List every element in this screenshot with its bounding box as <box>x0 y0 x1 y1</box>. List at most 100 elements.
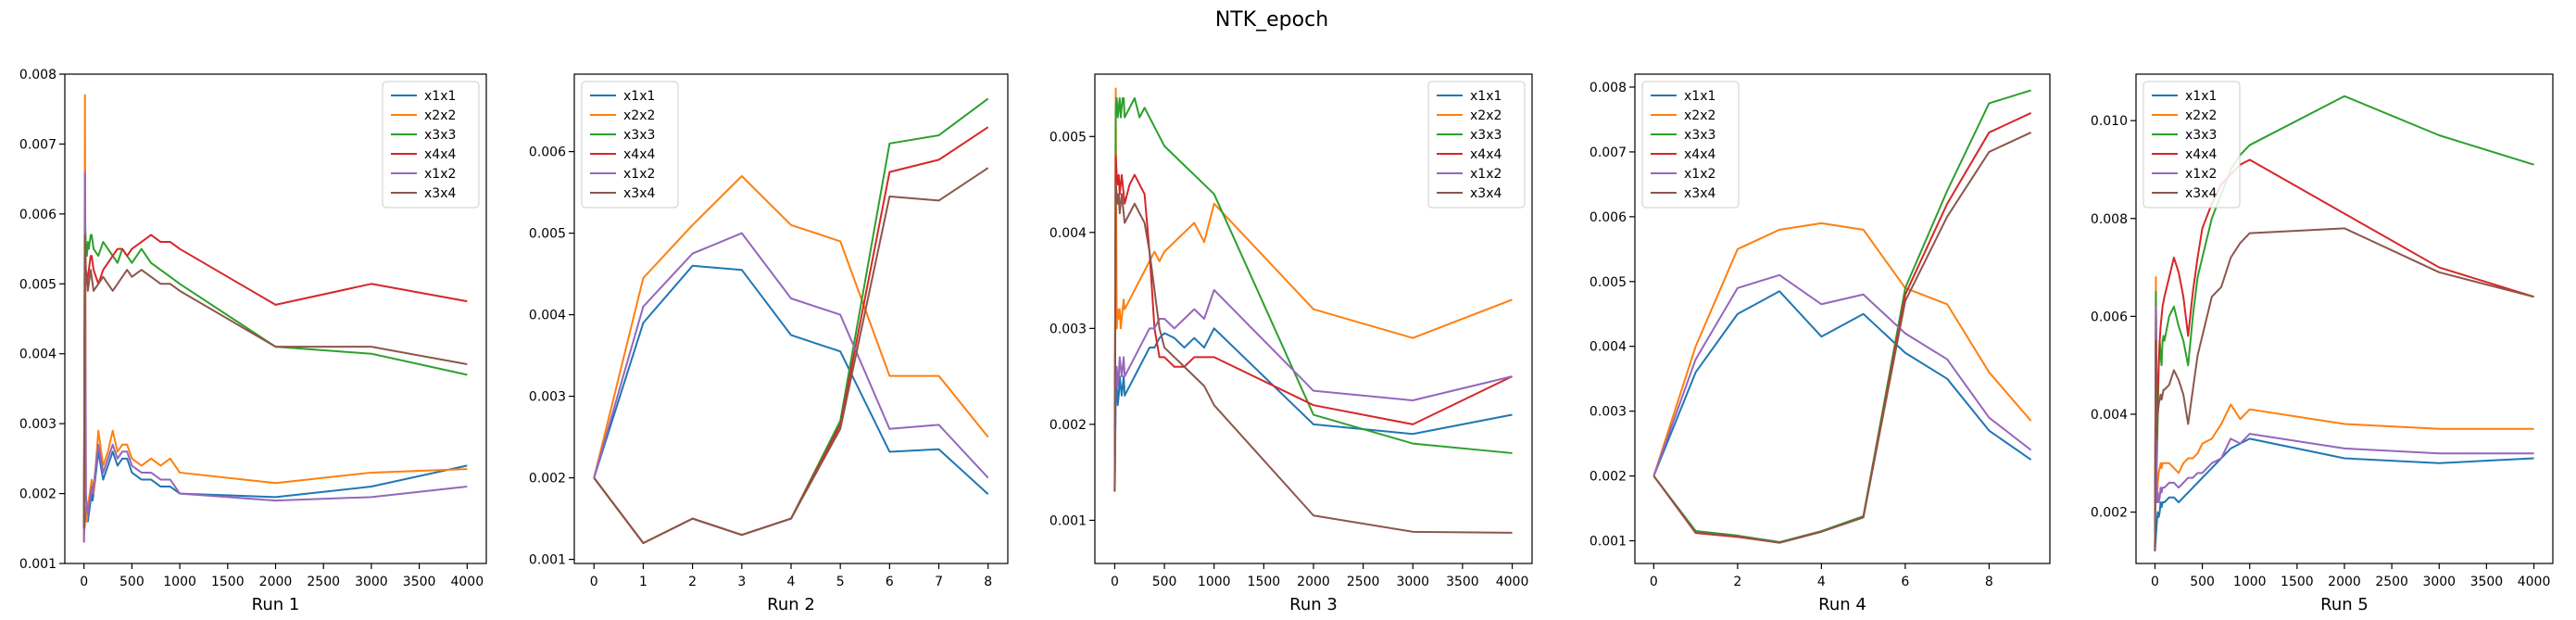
series-line-x1x2 <box>593 232 989 479</box>
legend-label-x3x4: x3x4 <box>424 186 456 201</box>
x-tick-label: 3 <box>737 575 746 589</box>
y-tick-label: 0.006 <box>2091 310 2128 324</box>
x-tick-label: 3500 <box>1446 575 1479 589</box>
y-tick-label: 0.004 <box>529 309 566 323</box>
y-tick-label: 0.001 <box>529 553 566 568</box>
legend-label-x3x3: x3x3 <box>623 128 655 143</box>
legend-label-x3x4: x3x4 <box>623 186 655 201</box>
legend-label-x2x2: x2x2 <box>1684 108 1715 123</box>
legend-label-x1x2: x1x2 <box>623 167 655 182</box>
legend-label-x4x4: x4x4 <box>1684 147 1715 162</box>
x-tick-label: 2500 <box>2375 575 2408 589</box>
series-line-x2x2 <box>593 175 989 478</box>
y-tick-label: 0.005 <box>1049 130 1087 145</box>
x-tick-label: 3000 <box>1396 575 1429 589</box>
y-tick-label: 0.005 <box>529 227 566 242</box>
x-axis-label: Run 1 <box>252 595 300 614</box>
x-tick-label: 3500 <box>403 575 436 589</box>
x-tick-label: 7 <box>935 575 943 589</box>
legend-label-x2x2: x2x2 <box>2185 108 2217 123</box>
y-tick-label: 0.004 <box>19 348 57 362</box>
x-tick-label: 500 <box>1152 575 1177 589</box>
legend: x1x1 x2x2 x3x3 x4x4 x1x2 x3x4 <box>382 81 480 209</box>
series-lines <box>593 97 989 544</box>
x-tick-label: 6 <box>1901 575 1909 589</box>
x-tick-label: 4000 <box>1496 575 1529 589</box>
legend-label-x2x2: x2x2 <box>424 108 456 123</box>
x-tick-label: 1 <box>639 575 647 589</box>
y-tick-label: 0.004 <box>2091 408 2128 423</box>
series-lines <box>1113 87 1513 534</box>
x-tick-label: 1000 <box>2233 575 2267 589</box>
series-line-x4x4 <box>1113 155 1513 492</box>
legend-label-x1x2: x1x2 <box>424 167 456 182</box>
series-line-x2x2 <box>2154 276 2534 551</box>
legend-label-x3x4: x3x4 <box>1470 186 1502 201</box>
x-tick-label: 2 <box>1733 575 1741 589</box>
x-tick-label: 1500 <box>211 575 245 589</box>
x-tick-label: 2000 <box>2328 575 2361 589</box>
series-line-x1x1 <box>593 264 989 495</box>
legend-label-x1x1: x1x1 <box>1470 89 1502 104</box>
series-line-x1x1 <box>82 450 468 536</box>
x-tick-label: 1500 <box>2281 575 2314 589</box>
legend-label-x4x4: x4x4 <box>424 147 456 162</box>
y-tick-label: 0.006 <box>1590 210 1627 225</box>
x-tick-label: 2000 <box>259 575 293 589</box>
y-tick-label: 0.008 <box>19 68 57 82</box>
x-tick-label: 4 <box>1817 575 1826 589</box>
legend-label-x2x2: x2x2 <box>623 108 655 123</box>
legend-label-x3x3: x3x3 <box>1470 128 1502 143</box>
legend-label-x3x4: x3x4 <box>2185 186 2217 201</box>
series-line-x3x4 <box>1652 132 2032 544</box>
x-axis-label: Run 5 <box>2320 595 2369 614</box>
x-tick-label: 1000 <box>1198 575 1231 589</box>
series-line-x1x2 <box>1113 288 1513 492</box>
chart-1: 0 500 1000 1500 2000 2500 3000 3500 4000 0.001 0.0… <box>19 68 487 614</box>
legend-box <box>1427 81 1526 209</box>
y-tick-label: 0.006 <box>19 208 57 222</box>
legend-label-x1x2: x1x2 <box>1470 167 1502 182</box>
chart-5: 0 500 1000 1500 2000 2500 3000 3500 4000 0.002 0.0… <box>2091 73 2554 614</box>
series-line-x1x1 <box>1113 327 1513 492</box>
figure-title: NTK_epoch <box>1215 8 1328 32</box>
x-tick-label: 1000 <box>163 575 196 589</box>
series-line-x3x4 <box>2154 227 2534 551</box>
x-tick-label: 3500 <box>2470 575 2504 589</box>
x-tick-label: 4 <box>787 575 796 589</box>
series-line-x3x3 <box>1113 96 1513 492</box>
y-tick-label: 0.005 <box>19 277 57 292</box>
series-lines <box>82 94 468 543</box>
series-line-x1x2 <box>2154 305 2534 551</box>
chart-2: 0 1 2 3 4 5 6 7 8 0.001 0.002 0.003 0.004 0.005 0.006 R… <box>529 73 1009 614</box>
series-line-x4x4 <box>82 234 468 529</box>
legend-label-x2x2: x2x2 <box>1470 108 1502 123</box>
axes-frame <box>1634 73 2051 564</box>
y-tick-label: 0.001 <box>1590 535 1627 550</box>
x-tick-label: 5 <box>836 575 845 589</box>
legend: x1x1 x2x2 x3x3 x4x4 x1x2 x3x4 <box>1427 81 1526 209</box>
series-line-x3x4 <box>593 167 989 544</box>
y-tick-label: 0.007 <box>19 137 57 152</box>
legend-label-x1x2: x1x2 <box>2185 167 2217 182</box>
y-tick-label: 0.004 <box>1049 226 1087 241</box>
y-tick-label: 0.006 <box>529 146 566 160</box>
legend: x1x1 x2x2 x3x3 x4x4 x1x2 x3x4 <box>581 81 679 209</box>
series-line-x1x1 <box>1652 290 2032 476</box>
x-axis-label: Run 2 <box>767 595 815 614</box>
legend-label-x1x1: x1x1 <box>623 89 655 104</box>
series-line-x2x2 <box>82 94 468 543</box>
x-tick-label: 6 <box>886 575 894 589</box>
legend-label-x4x4: x4x4 <box>2185 147 2217 162</box>
series-line-x2x2 <box>1652 221 2032 476</box>
y-tick-label: 0.002 <box>1049 418 1087 433</box>
y-tick-label: 0.002 <box>529 472 566 487</box>
x-tick-label: 4000 <box>450 575 484 589</box>
x-tick-label: 0 <box>2151 575 2159 589</box>
series-line-x3x4 <box>82 234 468 529</box>
x-tick-label: 0 <box>1111 575 1119 589</box>
legend-label-x4x4: x4x4 <box>1470 147 1502 162</box>
y-tick-label: 0.003 <box>1590 405 1627 420</box>
